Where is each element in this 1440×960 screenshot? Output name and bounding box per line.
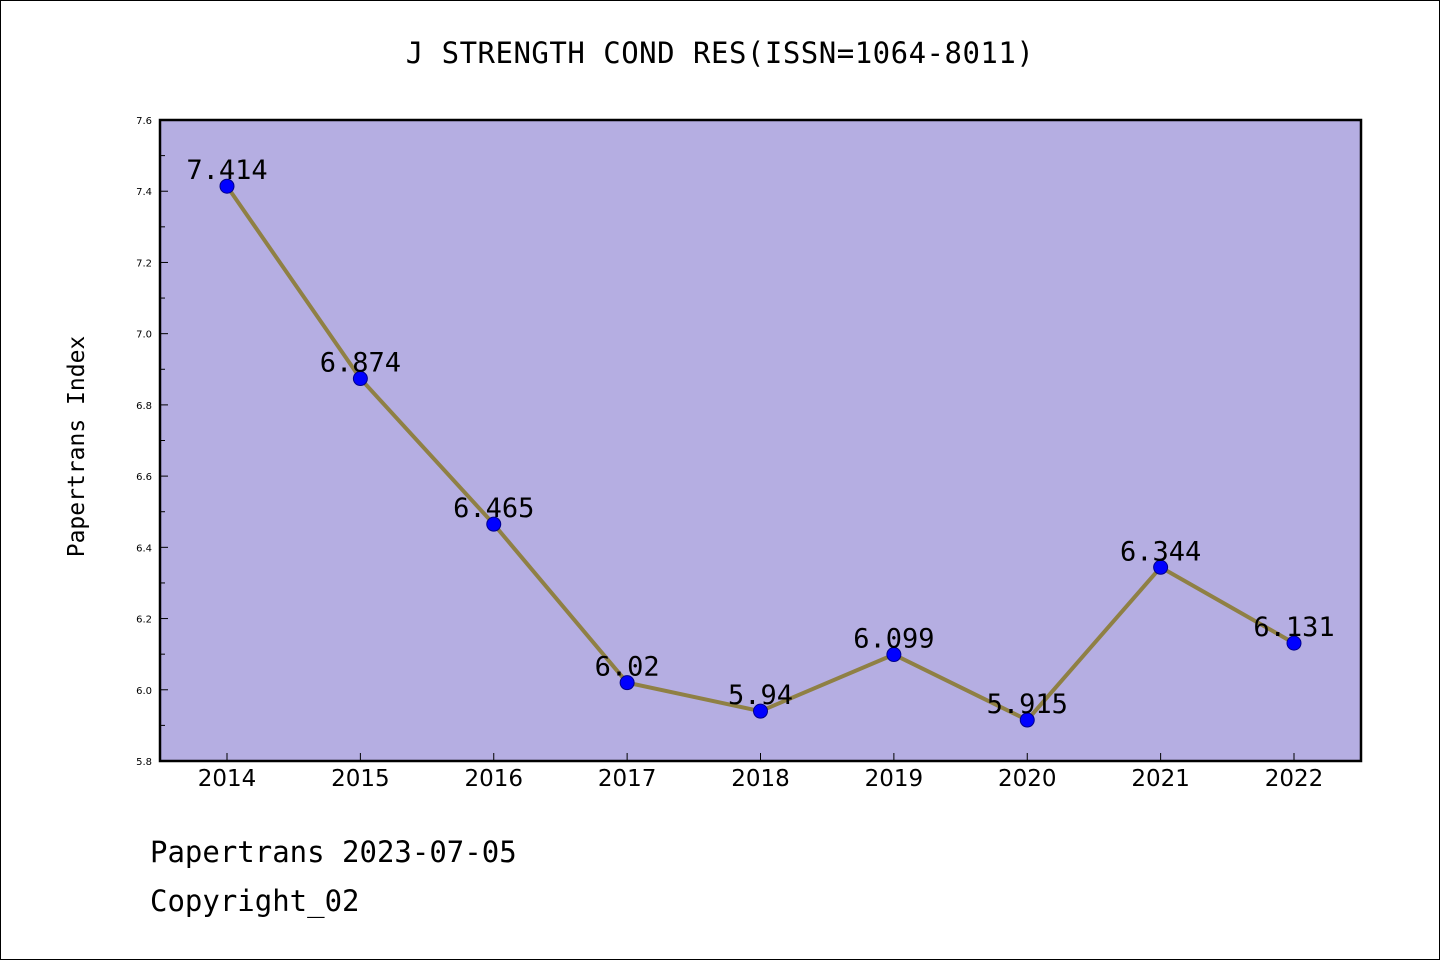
data-point bbox=[1019, 712, 1035, 728]
y-tick-label: 6.6 bbox=[136, 472, 152, 483]
data-point bbox=[753, 703, 768, 719]
footer-copyright: Copyright_02 bbox=[150, 884, 360, 918]
data-label: 5.94 bbox=[728, 680, 793, 711]
y-tick-label: 7.6 bbox=[136, 116, 152, 127]
plot-area bbox=[160, 120, 1361, 761]
y-axis: 5.8 6.0 6.2 6.4 6.6 6.8 7.0 7.2 7.4 7.6 bbox=[136, 116, 168, 768]
y-tick-label: 7.2 bbox=[136, 258, 152, 269]
data-point bbox=[486, 516, 502, 532]
data-point bbox=[219, 178, 235, 194]
chart-title: J STRENGTH COND RES(ISSN=1064-8011) bbox=[405, 36, 1035, 70]
data-point bbox=[886, 647, 902, 663]
y-tick-label: 5.8 bbox=[136, 757, 152, 768]
data-label: 6.874 bbox=[320, 348, 401, 379]
data-point bbox=[1286, 635, 1302, 651]
x-tick-label: 2019 bbox=[865, 766, 924, 792]
data-label: 6.099 bbox=[853, 624, 934, 655]
data-label: 5.915 bbox=[987, 689, 1068, 720]
y-tick-label: 6.8 bbox=[136, 401, 152, 412]
plot-border bbox=[158, 118, 1363, 763]
footer-date: Papertrans 2023-07-05 bbox=[150, 835, 517, 869]
x-tick-label: 2020 bbox=[998, 766, 1057, 792]
data-label: 7.414 bbox=[186, 155, 267, 186]
x-tick-label: 2016 bbox=[464, 766, 523, 792]
data-markers bbox=[219, 178, 1302, 728]
y-tick-label: 7.4 bbox=[136, 187, 152, 198]
x-tick-label: 2015 bbox=[331, 766, 390, 792]
y-tick-label: 6.4 bbox=[136, 543, 152, 554]
y-tick-label: 6.0 bbox=[136, 686, 152, 697]
x-axis: 2014 2015 2016 2017 2018 2019 2020 2021 2022 bbox=[198, 753, 1324, 792]
y-tick-label: 7.0 bbox=[136, 330, 152, 341]
x-tick-label: 2014 bbox=[198, 766, 257, 792]
x-tick-label: 2018 bbox=[731, 766, 790, 792]
data-point bbox=[1153, 559, 1169, 575]
data-labels: 7.414 6.874 6.465 6.02 5.94 6.099 5.915 6.344 6.… bbox=[186, 155, 1334, 720]
x-tick-label: 2017 bbox=[598, 766, 657, 792]
data-label: 6.465 bbox=[453, 493, 534, 524]
data-point bbox=[619, 675, 635, 691]
data-label: 6.131 bbox=[1253, 612, 1334, 643]
data-label: 6.02 bbox=[595, 652, 660, 683]
data-point bbox=[352, 371, 368, 387]
x-tick-label: 2021 bbox=[1131, 766, 1190, 792]
y-axis-title: Papertrans Index bbox=[64, 336, 90, 558]
data-label: 6.344 bbox=[1120, 536, 1201, 567]
x-tick-label: 2022 bbox=[1265, 766, 1324, 792]
y-tick-label: 6.2 bbox=[136, 615, 152, 626]
